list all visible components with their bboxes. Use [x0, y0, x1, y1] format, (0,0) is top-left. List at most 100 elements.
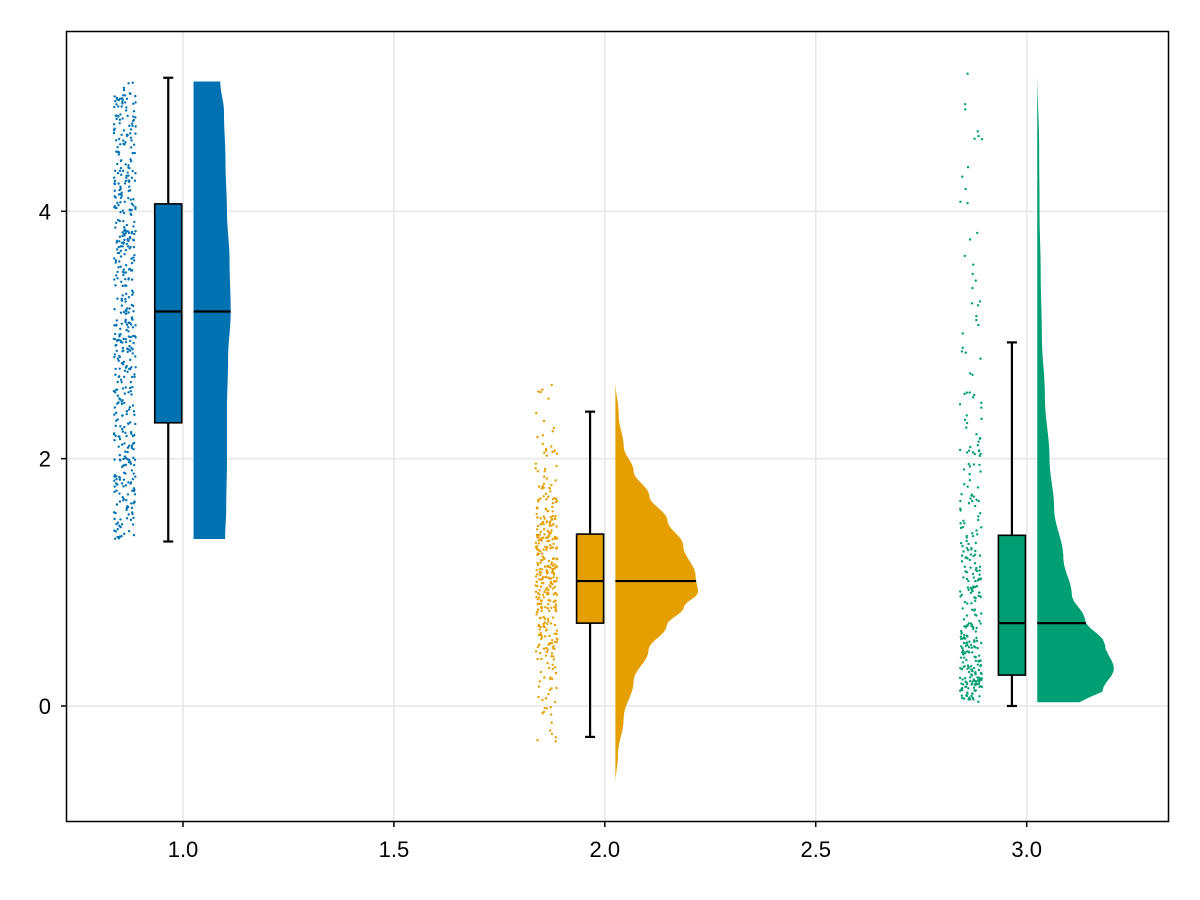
scatter-point [965, 547, 969, 550]
scatter-point [124, 472, 127, 475]
scatter-point [123, 225, 126, 229]
scatter-point [123, 238, 126, 242]
scatter-point [118, 492, 121, 495]
scatter-point [120, 482, 124, 485]
scatter-point [123, 94, 127, 97]
scatter-point [129, 421, 132, 424]
scatter-point [115, 349, 118, 352]
scatter-point [128, 166, 131, 170]
scatter-point [131, 124, 134, 128]
scatter-point [555, 558, 559, 561]
scatter-point [552, 542, 555, 546]
scatter-point [550, 483, 553, 487]
scatter-point [960, 593, 964, 597]
scatter-point [131, 81, 134, 84]
scatter-point [127, 481, 130, 484]
scatter-point [974, 671, 977, 674]
scatter-point [963, 600, 967, 604]
scatter-point [967, 670, 971, 674]
scatter-point [122, 268, 126, 271]
scatter-point [553, 623, 557, 627]
scatter-point [113, 479, 116, 482]
scatter-point [978, 654, 981, 657]
scatter-point [552, 593, 556, 596]
scatter-point [959, 590, 962, 593]
scatter-point [972, 686, 976, 689]
scatter-point [543, 625, 546, 629]
scatter-point [965, 694, 969, 698]
scatter-point [966, 485, 969, 488]
scatter-point [121, 234, 124, 238]
scatter-point [966, 664, 970, 667]
scatter-point [121, 346, 125, 350]
scatter-point [974, 599, 977, 603]
scatter-point [973, 393, 976, 397]
scatter-point [547, 534, 550, 537]
scatter-point [547, 643, 551, 646]
scatter-point [551, 567, 555, 571]
scatter-point [122, 220, 125, 223]
scatter-point [970, 546, 973, 550]
scatter-point [975, 314, 978, 318]
scatter-point [550, 524, 553, 527]
scatter-point [113, 439, 116, 442]
scatter-point [550, 732, 554, 736]
scatter-point [541, 520, 545, 524]
scatter-point [538, 680, 541, 683]
scatter-point [536, 552, 540, 555]
scatter-point [977, 594, 980, 598]
scatter-point [961, 332, 964, 335]
scatter-point [124, 248, 128, 252]
scatter-point [959, 542, 963, 545]
scatter-point [537, 685, 541, 688]
scatter-point [539, 605, 543, 609]
scatter-point [132, 341, 135, 345]
scatter-point [112, 433, 116, 436]
scatter-point [971, 590, 974, 593]
x-tick-label: 1.0 [168, 837, 199, 862]
scatter-point [129, 335, 133, 339]
scatter-point [536, 516, 539, 519]
scatter-point [546, 622, 549, 626]
scatter-point [129, 160, 133, 163]
scatter-point [542, 475, 546, 478]
scatter-point [115, 503, 119, 506]
scatter-point [117, 251, 121, 255]
scatter-point [134, 475, 137, 478]
scatter-point [112, 129, 116, 132]
scatter-point [965, 426, 968, 429]
scatter-point [133, 433, 136, 437]
scatter-point [974, 659, 978, 663]
scatter-point [968, 465, 972, 468]
scatter-point [118, 97, 122, 100]
scatter-point [967, 622, 971, 625]
scatter-point [131, 304, 135, 308]
scatter-point [544, 588, 547, 591]
scatter-point [964, 685, 967, 689]
scatter-point [545, 520, 549, 523]
scatter-point [551, 667, 554, 671]
scatter-point [130, 208, 133, 212]
scatter-point [555, 497, 558, 501]
scatter-point [129, 236, 132, 240]
scatter-point [961, 545, 964, 548]
scatter-point [128, 124, 131, 127]
scatter-point [972, 627, 975, 631]
scatter-point [545, 454, 548, 457]
scatter-point [537, 633, 541, 637]
scatter-point [547, 495, 550, 498]
scatter-point [970, 694, 973, 698]
scatter-point [536, 738, 539, 742]
scatter-point [127, 326, 130, 329]
scatter-point [131, 385, 134, 389]
scatter-point [537, 500, 540, 503]
scatter-point [537, 578, 541, 581]
scatter-point [118, 500, 122, 503]
scatter-point [114, 434, 117, 438]
scatter-point [549, 543, 552, 547]
scatter-point [961, 696, 964, 700]
scatter-point [552, 580, 556, 583]
scatter-point [131, 523, 135, 526]
scatter-point [115, 221, 118, 225]
scatter-point [554, 500, 558, 504]
